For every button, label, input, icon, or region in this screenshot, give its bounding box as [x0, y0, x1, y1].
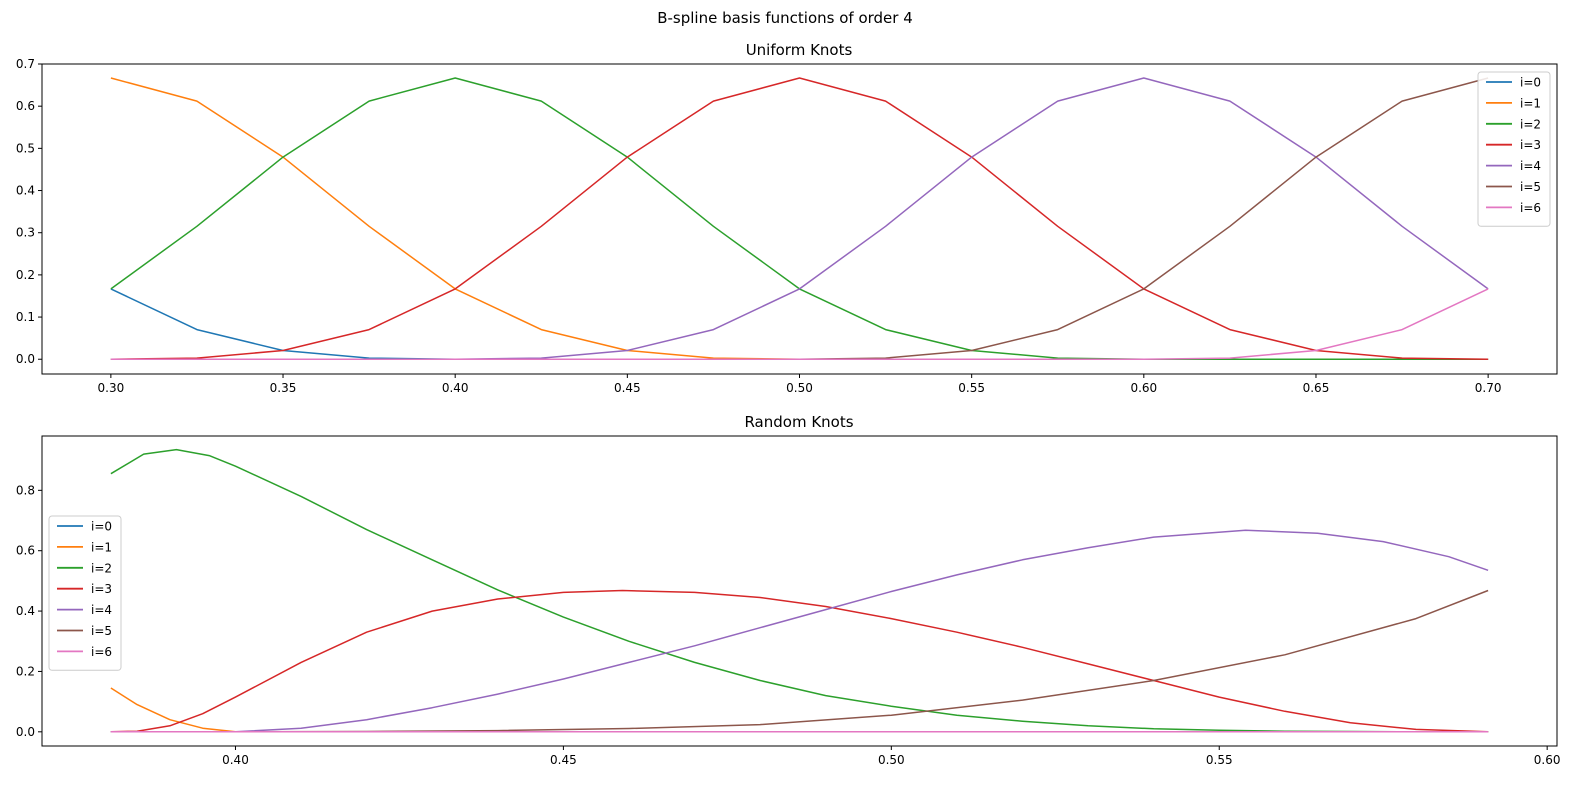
random-knots-legend-label-2: i=2 [91, 561, 112, 575]
figure-suptitle: B-spline basis functions of order 4 [657, 9, 913, 27]
uniform-knots-legend: i=0 i=1 i=2 i=3 i=4 i=5 i=6 [1477, 71, 1551, 227]
uniform-knots-series-line-6 [110, 288, 1489, 360]
random-knots-y-ticks: 0.0 0.2 0.4 0.6 0.8 [16, 483, 42, 739]
random-knots-legend: i=0 i=1 i=2 i=3 i=4 i=5 i=6 [48, 515, 122, 671]
uniform-knots-x-tick-label: 0.55 [958, 381, 985, 395]
random-knots-x-tick-label: 0.55 [1206, 753, 1233, 767]
uniform-knots-legend-label-5: i=5 [1520, 180, 1541, 194]
uniform-knots-y-ticks: 0.0 0.1 0.2 0.3 0.4 0.5 0.6 0.7 [16, 57, 42, 366]
random-knots-frame [41, 435, 1558, 747]
random-knots-legend-label-0: i=0 [91, 520, 112, 534]
uniform-knots-x-tick-label: 0.50 [786, 381, 813, 395]
uniform-knots-legend-label-2: i=2 [1520, 117, 1541, 131]
random-knots-x-tick-label: 0.50 [878, 753, 905, 767]
random-knots-x-tick-label: 0.60 [1534, 753, 1561, 767]
random-knots-title: Random Knots [744, 413, 853, 431]
random-knots-series-line-4 [110, 529, 1489, 733]
uniform-knots-legend-box [1477, 71, 1551, 227]
uniform-knots-series-line-4 [110, 77, 1489, 360]
uniform-knots-legend-label-1: i=1 [1520, 96, 1541, 110]
uniform-knots-y-tick-label: 0.2 [16, 268, 35, 282]
uniform-knots-legend-label-4: i=4 [1520, 159, 1541, 173]
uniform-knots-x-tick-label: 0.40 [442, 381, 469, 395]
uniform-knots-series-line-3 [110, 77, 1489, 360]
uniform-knots-axes: Uniform Knots 0.30 0.35 0.40 0.45 0.50 0.55 0.… [16, 41, 1558, 395]
uniform-knots-title: Uniform Knots [746, 41, 853, 59]
uniform-knots-x-tick-label: 0.30 [98, 381, 125, 395]
uniform-knots-y-tick-label: 0.3 [16, 226, 35, 240]
random-knots-legend-label-6: i=6 [91, 645, 112, 659]
uniform-knots-legend-label-6: i=6 [1520, 201, 1541, 215]
random-knots-y-tick-label: 0.4 [16, 604, 35, 618]
uniform-knots-x-tick-label: 0.60 [1130, 381, 1157, 395]
random-knots-legend-box [48, 515, 122, 671]
random-knots-legend-label-5: i=5 [91, 624, 112, 638]
uniform-knots-x-ticks: 0.30 0.35 0.40 0.45 0.50 0.55 0.60 0.65 0.70 [98, 374, 1502, 395]
random-knots-legend-label-1: i=1 [91, 540, 112, 554]
random-knots-legend-label-4: i=4 [91, 603, 112, 617]
random-knots-x-ticks: 0.40 0.45 0.50 0.55 0.60 [222, 746, 1561, 767]
random-knots-y-tick-label: 0.2 [16, 664, 35, 678]
uniform-knots-y-tick-label: 0.4 [16, 184, 35, 198]
random-knots-x-tick-label: 0.45 [550, 753, 577, 767]
uniform-knots-y-tick-label: 0.0 [16, 352, 35, 366]
uniform-knots-x-tick-label: 0.70 [1475, 381, 1502, 395]
uniform-knots-series-line-2 [110, 77, 1489, 360]
uniform-knots-x-tick-label: 0.45 [614, 381, 641, 395]
uniform-knots-legend-label-3: i=3 [1520, 138, 1541, 152]
uniform-knots-x-tick-label: 0.35 [270, 381, 297, 395]
uniform-knots-y-tick-label: 0.5 [16, 141, 35, 155]
uniform-knots-lines [110, 77, 1489, 360]
uniform-knots-y-tick-label: 0.6 [16, 99, 35, 113]
random-knots-series-line-3 [110, 589, 1489, 733]
uniform-knots-x-tick-label: 0.65 [1303, 381, 1330, 395]
random-knots-series-line-2 [110, 448, 1489, 733]
random-knots-legend-label-3: i=3 [91, 582, 112, 596]
uniform-knots-y-tick-label: 0.1 [16, 310, 35, 324]
random-knots-y-tick-label: 0.6 [16, 544, 35, 558]
uniform-knots-y-tick-label: 0.7 [16, 57, 35, 71]
random-knots-x-tick-label: 0.40 [222, 753, 249, 767]
uniform-knots-legend-label-0: i=0 [1520, 76, 1541, 90]
random-knots-y-tick-label: 0.0 [16, 725, 35, 739]
random-knots-lines [110, 448, 1489, 733]
random-knots-axes: Random Knots 0.40 0.45 0.50 0.55 0.60 0.0 0.2… [16, 413, 1561, 767]
random-knots-y-tick-label: 0.8 [16, 483, 35, 497]
